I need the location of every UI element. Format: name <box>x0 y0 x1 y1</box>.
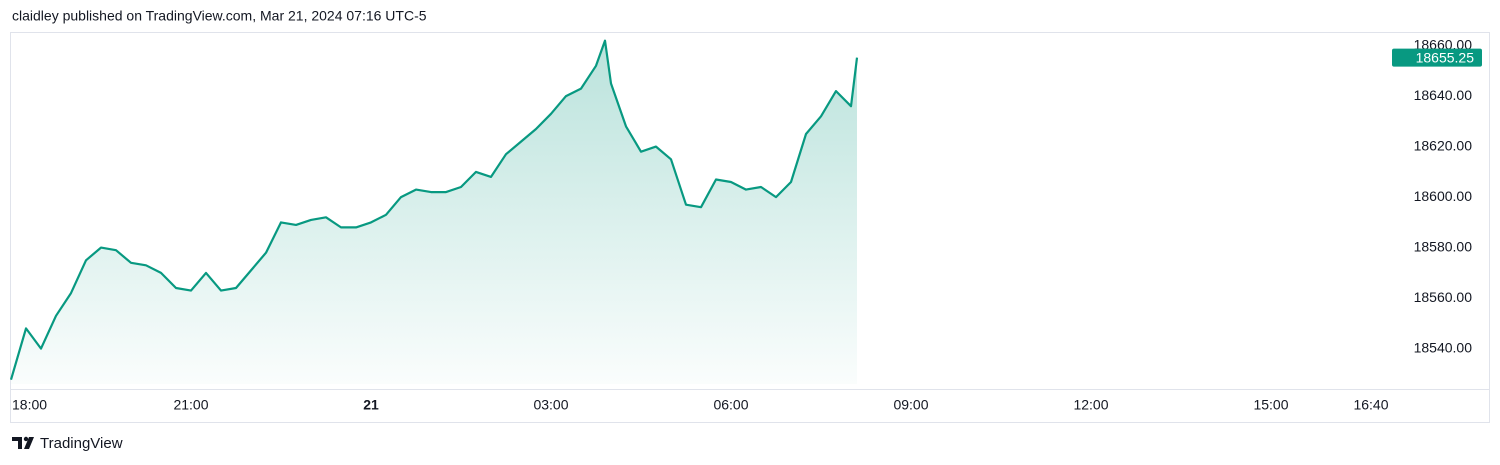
tradingview-logo <box>12 436 34 449</box>
y-tick-label: 18600.00 <box>1414 188 1473 204</box>
x-tick-label: 18:00 <box>12 397 47 413</box>
last-price-label: 18655.25 <box>1416 49 1475 65</box>
x-tick-label: 21 <box>363 397 379 413</box>
x-tick-label: 15:00 <box>1253 397 1288 413</box>
x-tick-label: 21:00 <box>173 397 208 413</box>
y-tick-label: 18620.00 <box>1414 137 1473 153</box>
last-price-badge <box>1392 48 1482 67</box>
x-tick-label: 09:00 <box>893 397 928 413</box>
chart-frame <box>10 32 1490 423</box>
x-tick-label: 06:00 <box>713 397 748 413</box>
y-tick-label: 18640.00 <box>1414 87 1473 103</box>
brand-name: TradingView <box>40 435 123 452</box>
price-line <box>9 39 859 381</box>
x-tick-label: 12:00 <box>1073 397 1108 413</box>
x-tick-label: 16:40 <box>1353 397 1388 413</box>
y-tick-label: 18560.00 <box>1414 289 1473 305</box>
y-tick-label: 18580.00 <box>1414 238 1473 254</box>
area-fill <box>11 40 857 384</box>
publish-header: claidley published on TradingView.com, M… <box>12 8 427 24</box>
y-tick-label: 18540.00 <box>1414 339 1473 355</box>
y-tick-label: 18660.00 <box>1414 36 1473 52</box>
x-tick-label: 03:00 <box>533 397 568 413</box>
